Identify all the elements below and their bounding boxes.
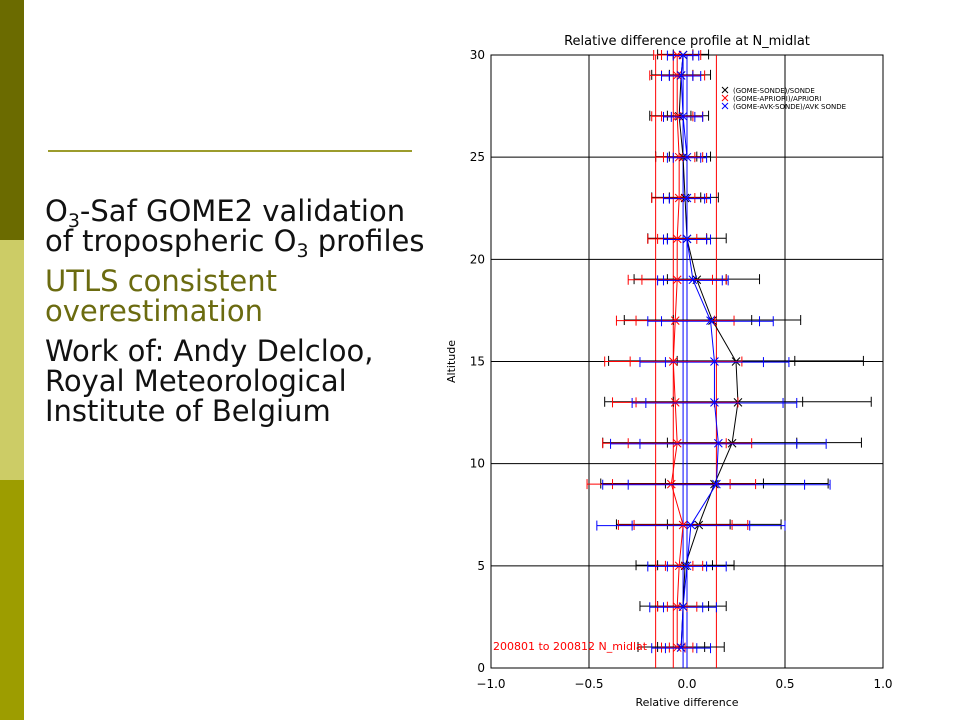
bullet-text: profiles: [308, 224, 425, 258]
data-point: [686, 520, 696, 530]
legend-marker: [721, 102, 729, 110]
data-point: [706, 316, 715, 325]
legend-entry: (GOME-APRIORI)/APRIORI: [733, 95, 821, 103]
legend-marker: [721, 86, 729, 94]
data-point: [676, 643, 686, 652]
bullet-credits: Work of: Andy Delcloo, Royal Meteorologi…: [45, 334, 374, 428]
series-line: [670, 55, 684, 648]
subscript: 3: [296, 240, 309, 262]
bullet-text: -Saf GOME2 validation of tropospheric O: [45, 194, 406, 258]
bullet-list: O 3-Saf GOME2 validation of tropospheric …: [45, 196, 425, 436]
y-tick-label: 30: [470, 48, 485, 62]
data-point: [682, 561, 692, 571]
legend-entry: (GOME-SONDE)/SONDE: [733, 87, 815, 95]
data-point: [710, 398, 719, 407]
title-rule: [48, 150, 412, 152]
side-bar-middle: [0, 240, 24, 480]
data-point: [670, 316, 680, 325]
data-point: [672, 234, 682, 244]
x-axis-label: Relative difference: [635, 696, 738, 709]
side-bar-bottom: [0, 480, 24, 720]
x-tick-label: −1.0: [476, 677, 505, 691]
y-tick-label: 25: [470, 150, 485, 164]
data-point: [678, 602, 688, 612]
data-point: [676, 71, 686, 80]
data-point: [670, 398, 680, 407]
bullet-text: O: [45, 194, 68, 228]
bullet-utls: UTLS consistent overestimation: [45, 264, 278, 328]
data-point: [712, 479, 721, 489]
data-point: [688, 275, 698, 285]
data-point: [672, 643, 682, 652]
y-tick-label: 20: [470, 252, 485, 266]
legend-marker: [721, 94, 729, 102]
data-point: [672, 275, 682, 285]
x-tick-label: 0.0: [677, 677, 696, 691]
data-point: [668, 357, 678, 366]
data-point: [682, 234, 692, 244]
y-tick-label: 15: [470, 355, 485, 369]
period-annotation: 200801 to 200812 N_midlat: [493, 640, 648, 653]
bullet-validation: O 3-Saf GOME2 validation of tropospheric …: [45, 194, 425, 261]
series-line: [678, 54, 739, 648]
data-point: [672, 71, 682, 80]
y-axis-label: Altitude: [445, 340, 458, 383]
data-point: [682, 193, 692, 203]
data-point: [674, 561, 684, 571]
data-point: [682, 152, 692, 162]
data-point: [666, 479, 676, 489]
data-point: [710, 357, 719, 366]
data-point: [714, 438, 723, 448]
data-point: [678, 520, 688, 530]
side-bar-top: [0, 0, 24, 240]
data-point: [678, 50, 688, 60]
y-tick-label: 5: [477, 559, 485, 573]
x-tick-label: 0.5: [775, 677, 794, 691]
series-line: [680, 54, 719, 648]
relative-difference-chart: 0 5 10 15 20 25 30 −1.0 −0.5 0.0 0.5 1.0 Relative di…: [445, 34, 893, 709]
data-point: [674, 152, 684, 162]
data-point: [674, 193, 684, 203]
data-point: [678, 111, 688, 121]
x-tick-label: −0.5: [574, 677, 603, 691]
data-point: [672, 438, 682, 448]
y-tick-label: 10: [470, 457, 485, 471]
y-tick-label: 0: [477, 661, 485, 675]
x-tick-label: 1.0: [873, 677, 892, 691]
legend-entry: (GOME-AVK-SONDE)/AVK SONDE: [733, 103, 846, 111]
chart-title: Relative difference profile at N_midlat: [564, 34, 810, 49]
